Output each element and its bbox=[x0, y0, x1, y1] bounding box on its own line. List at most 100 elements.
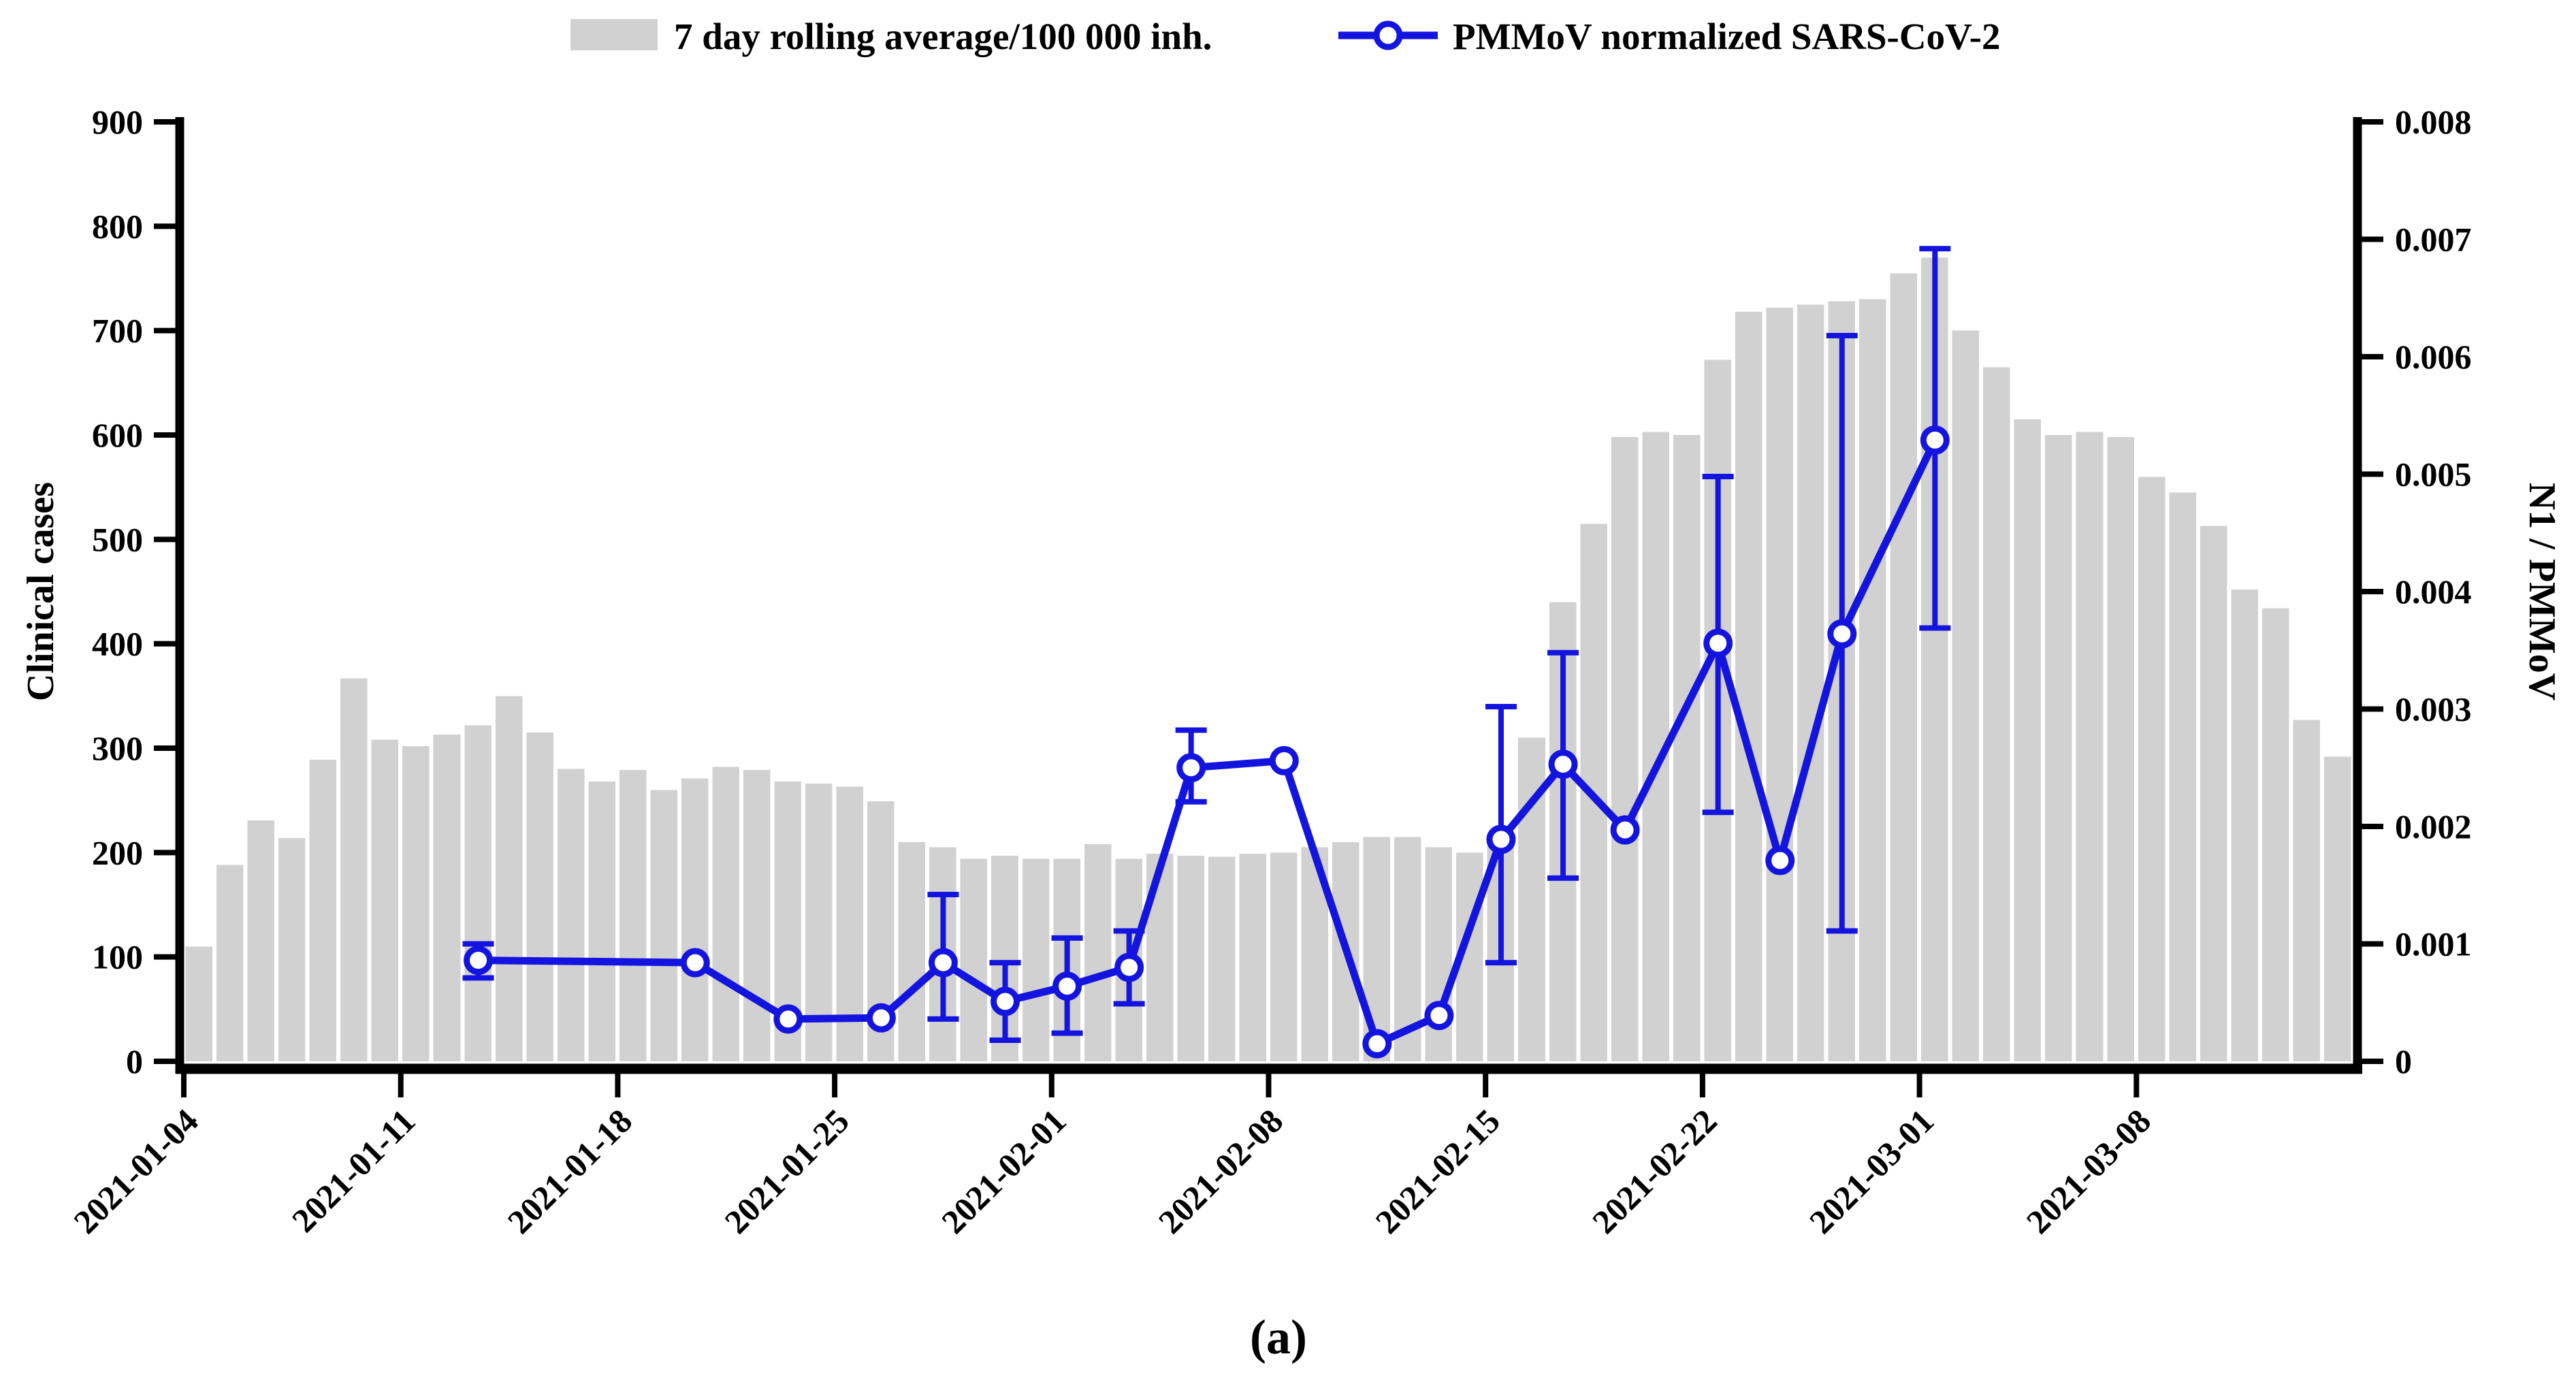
bar bbox=[619, 770, 647, 1061]
bar bbox=[526, 733, 553, 1061]
bar bbox=[1363, 837, 1391, 1061]
legend: 7 day rolling average/100 000 inh. PMMoV… bbox=[570, 16, 2001, 57]
pmmov-point bbox=[1362, 1029, 1392, 1059]
bar bbox=[1735, 312, 1762, 1062]
plot-area: 0 100 200 300 400 500 600 700 800 900 0 0.001 0.002 0… bbox=[66, 103, 2471, 1241]
left-axis-tick-label: 600 bbox=[92, 416, 143, 454]
bar bbox=[216, 865, 244, 1061]
right-axis-tick-label: 0.003 bbox=[2395, 690, 2472, 728]
left-axis-tick-label: 300 bbox=[92, 729, 143, 767]
bar bbox=[650, 790, 677, 1061]
left-axis-tick-label: 400 bbox=[92, 625, 143, 663]
bar bbox=[2076, 432, 2104, 1061]
left-axis-tick-label: 200 bbox=[92, 833, 143, 871]
left-axis-tick-label: 500 bbox=[92, 520, 143, 558]
bar bbox=[340, 678, 368, 1061]
right-axis-tick-label: 0 bbox=[2395, 1042, 2412, 1080]
pmmov-point bbox=[1920, 425, 1950, 455]
bar bbox=[464, 725, 492, 1061]
bar bbox=[557, 769, 585, 1061]
bar bbox=[2231, 589, 2258, 1061]
x-tick-label: 2021-01-18 bbox=[500, 1101, 640, 1241]
bar bbox=[2138, 477, 2166, 1061]
pmmov-point bbox=[680, 948, 710, 978]
pmmov-point bbox=[464, 946, 494, 976]
right-axis-tick-label: 0.004 bbox=[2395, 573, 2472, 611]
bar bbox=[1890, 273, 1918, 1061]
bar bbox=[1177, 855, 1204, 1061]
bar bbox=[2169, 492, 2196, 1061]
bar bbox=[495, 696, 523, 1061]
x-tick-label: 2021-03-08 bbox=[2019, 1101, 2159, 1241]
right-axis-tick-label: 0.008 bbox=[2395, 103, 2472, 141]
legend-line-label: PMMoV normalized SARS-CoV-2 bbox=[1453, 16, 2001, 57]
pmmov-point bbox=[1176, 753, 1206, 783]
x-tick-label: 2021-03-01 bbox=[1802, 1101, 1942, 1241]
legend-line-marker-icon bbox=[1338, 20, 1438, 50]
pmmov-point bbox=[928, 948, 958, 978]
x-tick-label: 2021-02-22 bbox=[1585, 1101, 1724, 1241]
bar bbox=[1611, 437, 1639, 1061]
right-axis-tick-label: 0.006 bbox=[2395, 338, 2472, 376]
pmmov-point bbox=[991, 986, 1020, 1016]
x-tick-label: 2021-01-11 bbox=[285, 1101, 423, 1240]
legend-bar-swatch bbox=[570, 19, 658, 50]
pmmov-point bbox=[1610, 815, 1640, 845]
bar bbox=[2014, 419, 2042, 1061]
left-axis-tick-label: 700 bbox=[92, 312, 143, 350]
bar bbox=[1673, 435, 1701, 1061]
bar bbox=[1084, 844, 1112, 1061]
bar bbox=[1797, 304, 1824, 1061]
pmmov-point bbox=[1052, 971, 1082, 1001]
left-axis-tick-label: 0 bbox=[126, 1042, 143, 1080]
bar bbox=[712, 767, 740, 1061]
pmmov-point bbox=[1765, 846, 1795, 875]
left-axis-title: Clinical cases bbox=[20, 482, 62, 701]
pmmov-point bbox=[866, 1003, 896, 1033]
x-tick-label: 2021-02-15 bbox=[1368, 1101, 1507, 1241]
pmmov-point bbox=[1486, 824, 1516, 854]
bar bbox=[1146, 853, 1174, 1061]
bar bbox=[247, 820, 275, 1061]
right-axis-tick-label: 0.007 bbox=[2395, 221, 2472, 259]
bar bbox=[2200, 526, 2227, 1061]
bar bbox=[2293, 720, 2320, 1061]
x-tick-label: 2021-01-25 bbox=[717, 1101, 856, 1241]
x-tick-label: 2021-02-08 bbox=[1151, 1101, 1291, 1241]
bar bbox=[1983, 367, 2010, 1061]
right-axis-tick-label: 0.002 bbox=[2395, 807, 2472, 846]
right-axis-title: N1 / PMMoV bbox=[2521, 483, 2563, 701]
bar bbox=[2323, 756, 2351, 1061]
pmmov-point bbox=[1114, 952, 1144, 982]
bar bbox=[278, 837, 306, 1061]
bar bbox=[1022, 858, 1050, 1061]
bar bbox=[960, 858, 988, 1061]
figure-caption: (a) bbox=[1250, 1310, 1307, 1364]
left-axis-tick-label: 800 bbox=[92, 207, 143, 245]
bar bbox=[1208, 856, 1236, 1061]
bar bbox=[1239, 853, 1266, 1061]
bar bbox=[1952, 330, 1980, 1062]
x-tick-label: 2021-01-04 bbox=[66, 1101, 206, 1241]
bar bbox=[2045, 435, 2072, 1061]
bar bbox=[588, 782, 615, 1061]
bar bbox=[371, 739, 399, 1061]
pmmov-point bbox=[773, 1004, 803, 1034]
pmmov-point bbox=[1424, 1001, 1454, 1031]
pmmov-point bbox=[1548, 750, 1578, 779]
bar bbox=[1270, 852, 1298, 1061]
bar bbox=[309, 759, 337, 1061]
pmmov-point bbox=[1827, 619, 1857, 649]
right-axis-tick-label: 0.001 bbox=[2395, 925, 2472, 963]
left-axis-tick-label: 100 bbox=[92, 938, 143, 976]
bar bbox=[743, 770, 771, 1061]
legend-bar-label: 7 day rolling average/100 000 inh. bbox=[674, 16, 1212, 57]
bar bbox=[433, 735, 461, 1061]
x-tick-label: 2021-02-01 bbox=[934, 1101, 1074, 1241]
bar bbox=[1859, 299, 1886, 1062]
right-axis-tick-label: 0.005 bbox=[2395, 455, 2472, 494]
bar bbox=[2107, 437, 2134, 1061]
pmmov-point bbox=[1269, 745, 1299, 775]
